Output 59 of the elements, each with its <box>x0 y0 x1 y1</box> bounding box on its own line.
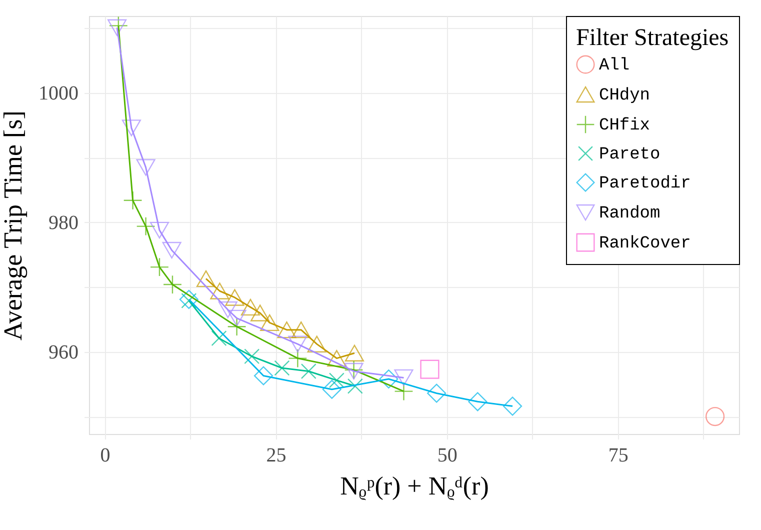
legend-title: Filter Strategies <box>576 25 729 51</box>
point <box>322 380 342 399</box>
point <box>394 369 414 386</box>
legend-label: Paretodir <box>599 174 691 194</box>
x-tick-label: 0 <box>100 444 110 466</box>
point <box>347 378 363 394</box>
x-tick-label: 25 <box>266 444 286 466</box>
x-tick-label: 50 <box>437 444 458 466</box>
legend-label: RankCover <box>599 234 691 254</box>
point <box>277 321 296 338</box>
point <box>300 363 316 379</box>
point <box>225 289 244 306</box>
point <box>108 19 127 36</box>
legend-label: Random <box>599 204 660 224</box>
legend-label: CHdyn <box>599 86 650 106</box>
x-tick-label: 75 <box>608 444 628 466</box>
y-axis-title: Average Trip Time [s] <box>0 110 28 340</box>
point <box>227 317 246 336</box>
point <box>344 344 364 362</box>
point <box>250 304 270 322</box>
y-tick-label: 960 <box>48 341 78 364</box>
point <box>123 190 142 210</box>
point <box>136 216 156 236</box>
point <box>292 321 311 338</box>
point <box>260 314 280 332</box>
point <box>706 407 725 426</box>
legend-label: CHfix <box>599 116 650 136</box>
point <box>210 282 230 300</box>
point <box>122 120 141 136</box>
point <box>379 369 398 389</box>
point <box>244 348 260 364</box>
point <box>307 336 326 352</box>
point <box>288 336 308 352</box>
legend-label: All <box>599 56 630 76</box>
point <box>240 298 260 316</box>
point <box>420 360 440 379</box>
point <box>328 372 344 388</box>
point <box>254 366 274 386</box>
point <box>502 396 522 416</box>
point <box>227 310 246 327</box>
point <box>162 242 182 259</box>
point <box>136 159 156 176</box>
point <box>468 392 488 412</box>
y-tick-label: 1000 <box>38 82 78 104</box>
point <box>427 384 446 403</box>
point <box>162 274 182 294</box>
point <box>150 222 170 239</box>
point <box>211 330 227 346</box>
point <box>327 350 346 367</box>
point <box>179 290 198 309</box>
point <box>274 360 290 376</box>
x-axis-title: Nᵨᵖ(r) + Nᵨᵈ(r) <box>340 472 489 500</box>
legend-label: Pareto <box>599 146 660 164</box>
point <box>218 301 238 318</box>
point <box>394 382 414 401</box>
point <box>196 270 216 288</box>
y-tick-label: 980 <box>48 212 78 234</box>
point <box>288 348 308 368</box>
point <box>150 258 170 277</box>
